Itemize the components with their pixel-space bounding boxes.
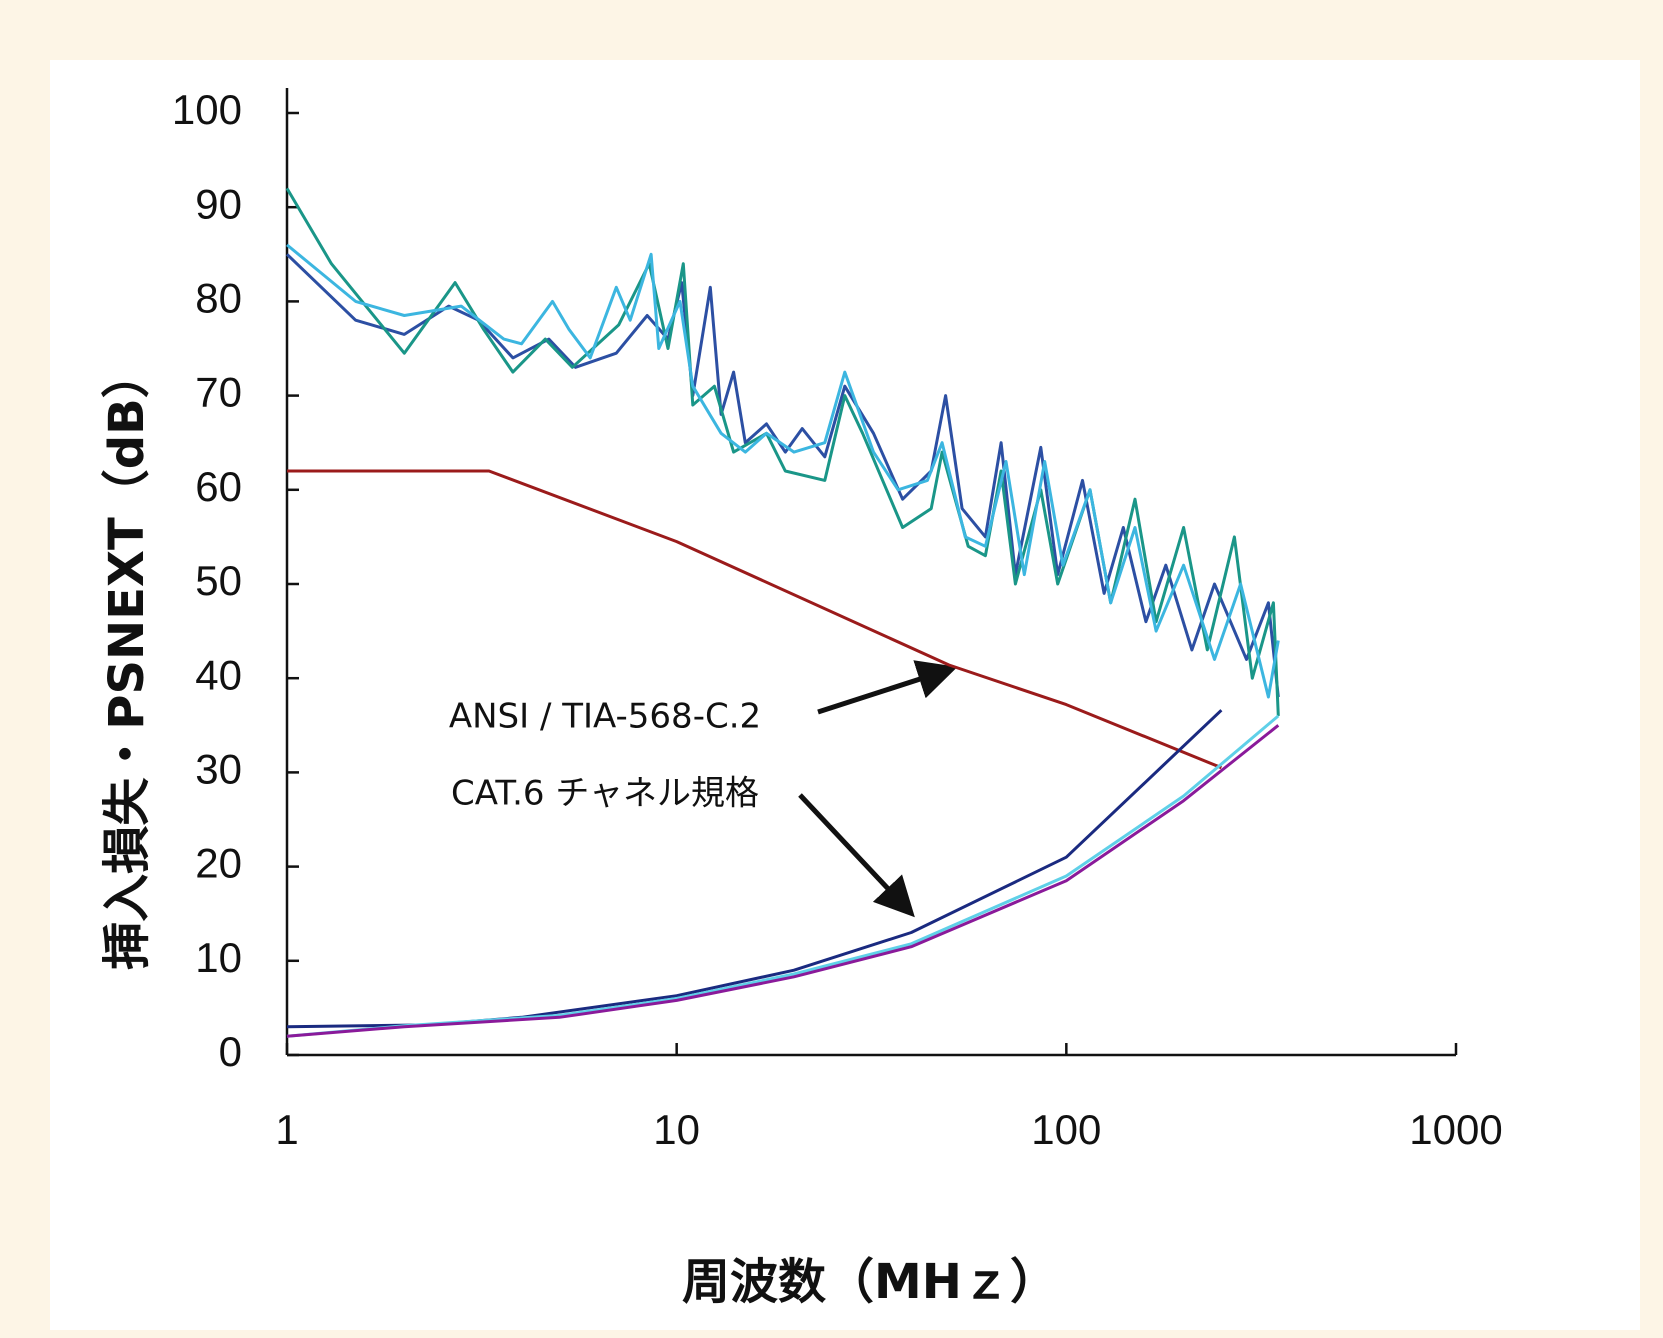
series-line <box>285 253 1280 698</box>
series-line <box>287 469 1222 770</box>
annotation: ANSI / TIA-568-C.2 <box>449 697 761 737</box>
y-tick-label: 40 <box>195 651 242 698</box>
y-tick-label: 90 <box>195 180 242 227</box>
y-tick-label: 50 <box>195 557 242 604</box>
x-tick-label: 1 <box>275 1106 298 1153</box>
annotation: CAT.6 チャネル規格 <box>451 774 759 814</box>
y-tick-label: 10 <box>195 934 242 981</box>
series-line <box>286 243 1280 699</box>
x-tick-label: 10 <box>653 1106 700 1153</box>
x-axis-label: 周波数（MHｚ） <box>682 1254 1058 1310</box>
arrow <box>798 793 915 918</box>
y-tick-label: 60 <box>195 463 242 510</box>
x-tick-label: 1000 <box>1409 1106 1502 1153</box>
y-tick-label: 80 <box>195 274 242 321</box>
series-line <box>285 187 1280 716</box>
y-tick-label: 70 <box>195 369 242 416</box>
y-axis-label: 挿入損失・PSNEXT（dB） <box>99 350 155 969</box>
x-tick-label: 100 <box>1031 1106 1101 1153</box>
arrow <box>817 660 958 715</box>
y-tick-label: 0 <box>219 1028 242 1075</box>
y-tick-label: 100 <box>172 86 242 133</box>
y-tick-label: 20 <box>195 840 242 887</box>
series-line <box>286 724 1280 1038</box>
y-tick-label: 30 <box>195 745 242 792</box>
plot-panel <box>50 60 1640 1330</box>
